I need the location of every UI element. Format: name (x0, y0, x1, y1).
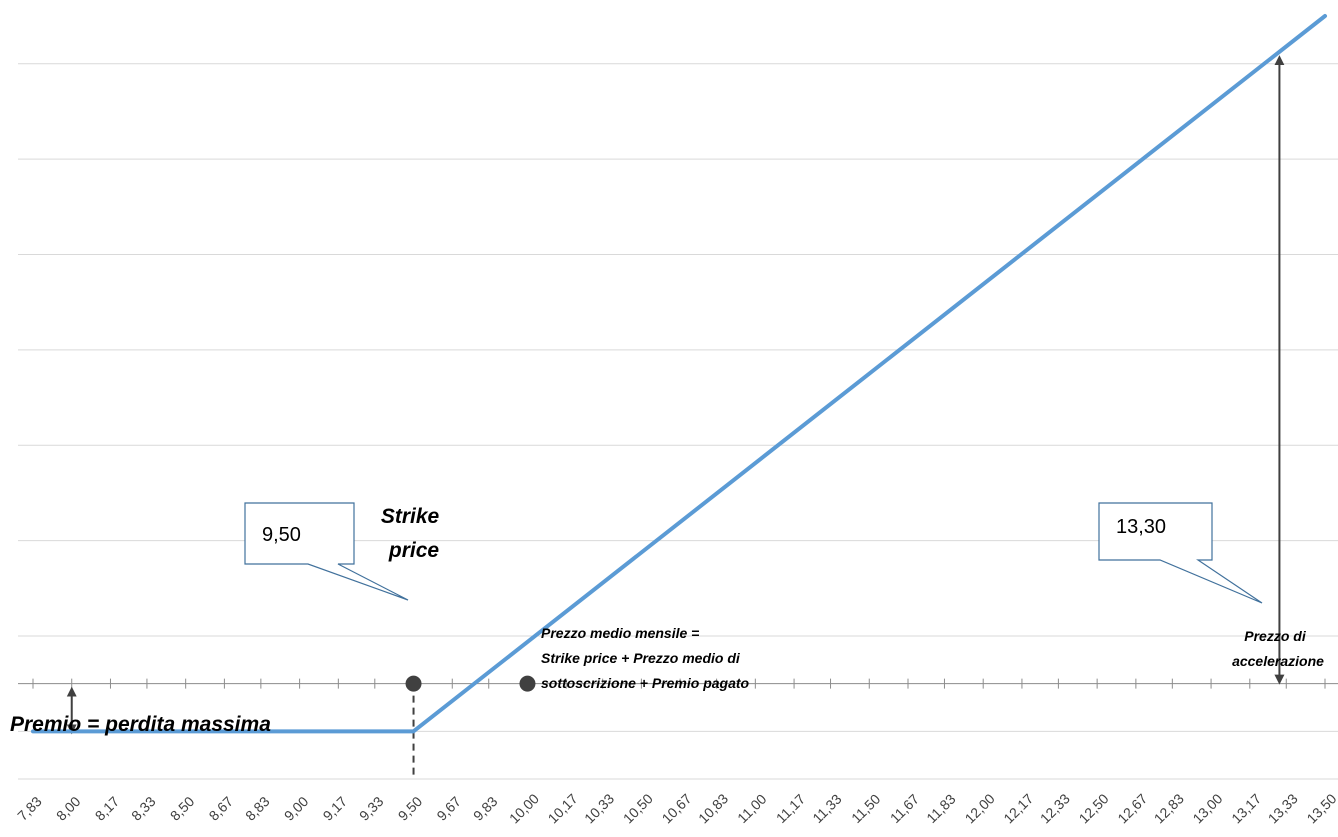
x-tick-label: 11,67 (887, 791, 923, 827)
x-tick-labels: 7,83 8,00 8,17 8,33 8,50 8,67 8,83 9,00 9,17 9,33… (14, 790, 1338, 826)
x-tick-label: 12,33 (1037, 790, 1073, 826)
x-tick-label: 8,33 (128, 793, 159, 824)
x-tick-label: 12,00 (962, 790, 998, 826)
x-tick-label: 9,33 (356, 793, 387, 824)
strike-callout-shape (244, 502, 409, 601)
x-tick-label: 13,17 (1228, 790, 1264, 826)
avg-price-line2: Strike price + Prezzo medio di (541, 650, 741, 666)
accel-callout-shape (1098, 502, 1263, 604)
x-tick-label: 8,17 (92, 793, 123, 824)
x-tick-label: 13,33 (1265, 790, 1301, 826)
x-tick-label: 12,50 (1076, 790, 1112, 826)
strike-label-line2: price (388, 539, 440, 562)
series (31, 14, 1327, 734)
gridlines (18, 63, 1338, 780)
x-tick-label: 12,17 (1000, 790, 1036, 826)
premium-label: Premio = perdita massima (10, 713, 271, 736)
strike-callout: 9,50 (244, 502, 409, 601)
x-tick-label: 8,67 (206, 793, 237, 824)
strike-label-line1: Strike (381, 505, 440, 528)
strike-marker (405, 675, 422, 692)
guides (66, 55, 1285, 779)
x-tick-label: 10,17 (545, 790, 581, 826)
x-tick-label: 9,17 (320, 793, 351, 824)
x-tick-label: 11,83 (923, 791, 959, 827)
payoff-series-line (31, 14, 1327, 734)
x-tick-label: 12,67 (1114, 790, 1150, 826)
avg-price-line1: Prezzo medio mensile = (541, 625, 699, 641)
x-tick-label: 12,83 (1151, 790, 1187, 826)
accel-callout: 13,30 (1098, 502, 1263, 604)
x-tick-label: 10,50 (620, 790, 656, 826)
x-tick-label: 8,50 (167, 793, 198, 824)
accel-label-line1: Prezzo di (1244, 628, 1307, 644)
x-tick-label: 9,00 (281, 793, 312, 824)
x-tick-label: 11,00 (734, 791, 770, 827)
x-tick-label: 8,83 (242, 793, 273, 824)
x-tick-label: 13,50 (1303, 790, 1338, 826)
x-tick-label: 10,67 (659, 790, 695, 826)
x-tick-label: 9,50 (395, 793, 426, 824)
x-tick-label: 9,83 (470, 793, 501, 824)
accel-label-line2: accelerazione (1232, 653, 1324, 669)
x-tick-label: 11,33 (809, 791, 845, 827)
x-tick-label: 10,00 (506, 790, 542, 826)
avg-price-line3: sottoscrizione + Premio pagato (541, 675, 750, 691)
x-tick-label: 8,00 (53, 793, 84, 824)
accel-callout-text: 13,30 (1116, 516, 1166, 538)
x-tick-label: 9,67 (433, 793, 464, 824)
x-tick-label: 7,83 (14, 793, 45, 824)
x-tick-label: 10,33 (581, 790, 617, 826)
strike-callout-text: 9,50 (262, 524, 301, 546)
x-tick-label: 13,00 (1189, 790, 1225, 826)
x-axis (18, 678, 1338, 689)
avg-price-marker (519, 675, 536, 692)
markers (405, 675, 536, 692)
x-tick-label: 10,83 (695, 790, 731, 826)
x-tick-label: 11,17 (773, 791, 809, 827)
x-tick-label: 11,50 (848, 791, 884, 827)
